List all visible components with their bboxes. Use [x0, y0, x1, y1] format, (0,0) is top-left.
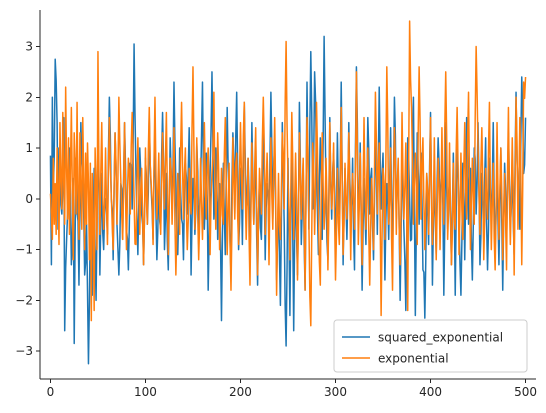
x-axis-ticks: 0 100 200 300 400 500 [47, 379, 537, 399]
legend-label-squared-exponential: squared_exponential [378, 331, 503, 345]
y-tick-label: −2 [15, 293, 33, 307]
axes [39, 10, 536, 380]
y-axis-ticks: −3 −2 −1 0 1 2 3 [15, 40, 40, 358]
legend-label-exponential: exponential [378, 352, 449, 366]
x-tick-label: 0 [47, 385, 55, 399]
y-tick-label: 2 [25, 90, 33, 104]
x-tick-label: 400 [419, 385, 442, 399]
series-layer [49, 20, 527, 365]
y-tick-label: 3 [25, 40, 33, 54]
y-tick-label: 1 [25, 141, 33, 155]
x-tick-label: 300 [324, 385, 347, 399]
y-tick-label: −1 [15, 243, 33, 257]
x-tick-label: 100 [134, 385, 157, 399]
y-tick-label: 0 [25, 192, 33, 206]
legend: squared_exponential exponential [333, 319, 528, 373]
x-tick-label: 200 [229, 385, 252, 399]
x-tick-label: 500 [514, 385, 537, 399]
legend-box [333, 319, 528, 373]
y-tick-label: −3 [15, 344, 33, 358]
series-line-exponential [49, 20, 527, 327]
